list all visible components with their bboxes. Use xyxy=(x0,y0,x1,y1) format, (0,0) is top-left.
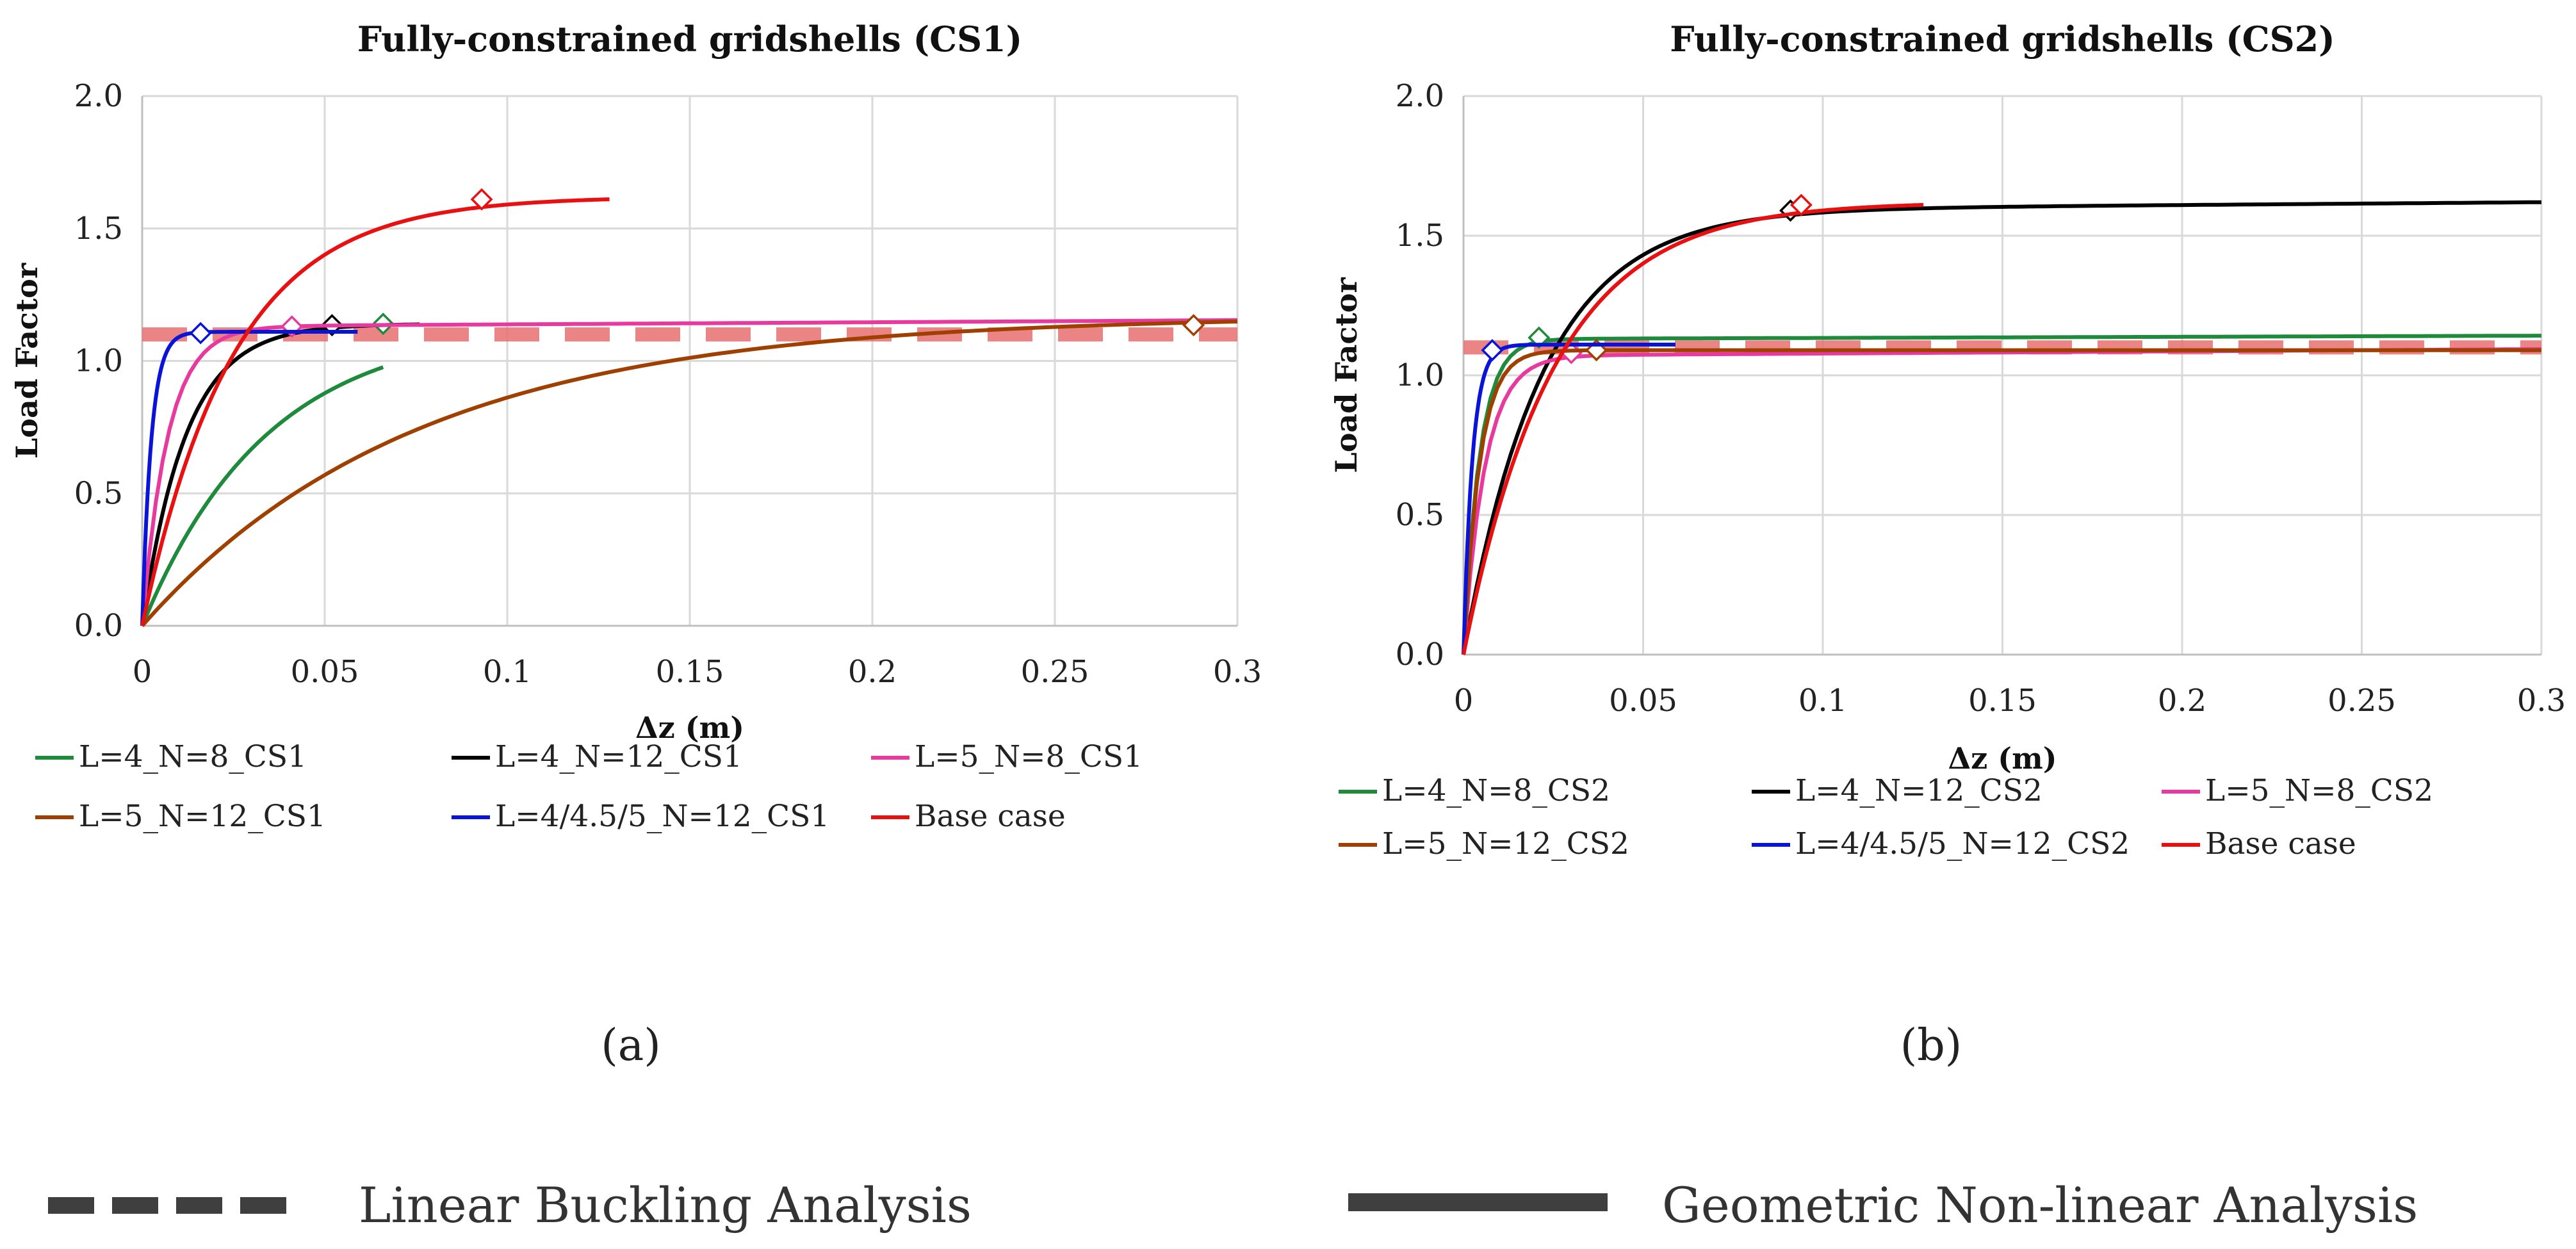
x-tick-label: 0.25 xyxy=(2327,683,2396,719)
legend-label: Base case xyxy=(915,799,1066,834)
y-tick-label: 1.0 xyxy=(74,343,123,379)
series-line xyxy=(1462,334,2541,655)
series-line xyxy=(1462,202,1924,655)
x-tick-label: 0.25 xyxy=(1021,654,1089,690)
x-tick-label: 0.1 xyxy=(1798,683,1847,719)
series-marker xyxy=(470,188,493,211)
x-tick-label: 0 xyxy=(1454,683,1474,719)
series-line xyxy=(1462,348,2541,655)
y-tick-label: 1.5 xyxy=(74,211,123,247)
x-axis-label: Δz (m) xyxy=(1948,741,2057,776)
y-tick-label: 0.5 xyxy=(74,475,123,511)
series-marker xyxy=(1481,339,1504,362)
y-tick-label: 0.0 xyxy=(1396,637,1444,673)
series-marker xyxy=(1789,193,1813,216)
x-tick-label: 0.3 xyxy=(1213,654,1262,690)
legend-label: L=4_N=12_CS2 xyxy=(1795,773,2042,808)
chart-cs2: Fully-constrained gridshells (CS2) 0 0.05 0… xyxy=(1329,19,2566,861)
y-axis-label: Load Factor xyxy=(1329,277,1364,473)
y-tick-label: 1.5 xyxy=(1396,218,1444,254)
x-tick-label: 0.1 xyxy=(483,654,532,690)
y-tick-label: 2.0 xyxy=(1396,78,1444,114)
caption-a: (a) xyxy=(601,1020,661,1071)
y-axis-label: Load Factor xyxy=(10,263,44,459)
series-line xyxy=(140,320,1238,628)
caption-b: (b) xyxy=(1900,1020,1962,1071)
x-tick-label: 0.3 xyxy=(2517,683,2566,719)
legend-label: L=5_N=12_CS1 xyxy=(79,799,326,834)
legend-label: L=4_N=8_CS1 xyxy=(79,739,307,774)
legend-label: Base case xyxy=(2205,826,2356,861)
legend-label: L=4/4.5/5_N=12_CS1 xyxy=(495,799,829,834)
x-tick-label: 0.15 xyxy=(656,654,724,690)
legend-label: L=5_N=8_CS1 xyxy=(915,739,1143,774)
legend-label: L=5_N=12_CS2 xyxy=(1382,826,1629,861)
x-tick-label: 0.15 xyxy=(1968,683,2037,719)
legend-label: L=4_N=8_CS2 xyxy=(1382,773,1610,808)
y-tick-label: 2.0 xyxy=(74,78,123,114)
y-tick-label: 1.0 xyxy=(1396,357,1444,393)
chart-title: Fully-constrained gridshells (CS2) xyxy=(1670,19,2335,60)
linear-buckling-label: Linear Buckling Analysis xyxy=(359,1177,972,1234)
series-line xyxy=(1462,200,2542,655)
x-tick-label: 0.05 xyxy=(291,654,359,690)
series-line xyxy=(140,197,610,626)
x-axis-label: Δz (m) xyxy=(635,710,744,745)
y-tick-label: 0.5 xyxy=(1396,497,1444,533)
x-tick-label: 0.2 xyxy=(848,654,897,690)
chart-cs1: Fully-constrained gridshells (CS1) 0 0.05 0… xyxy=(10,19,1262,834)
y-tick-label: 0.0 xyxy=(74,608,123,644)
x-tick-label: 0 xyxy=(133,654,152,690)
series-line xyxy=(140,318,1238,626)
series-marker xyxy=(1182,314,1205,337)
legend-label: L=4_N=12_CS1 xyxy=(495,739,742,774)
x-tick-label: 0.2 xyxy=(2158,683,2206,719)
series-marker xyxy=(189,322,212,345)
series-line xyxy=(140,365,384,627)
line-style-legend: Linear Buckling Analysis Geometric Non-l… xyxy=(48,1177,2418,1234)
nonlinear-analysis-label: Geometric Non-linear Analysis xyxy=(1662,1177,2418,1234)
legend-label: L=4/4.5/5_N=12_CS2 xyxy=(1795,826,2130,861)
x-tick-label: 0.05 xyxy=(1609,683,1677,719)
series-marker xyxy=(1528,326,1551,349)
chart-title: Fully-constrained gridshells (CS1) xyxy=(357,19,1022,60)
legend-label: L=5_N=8_CS2 xyxy=(2205,773,2433,808)
